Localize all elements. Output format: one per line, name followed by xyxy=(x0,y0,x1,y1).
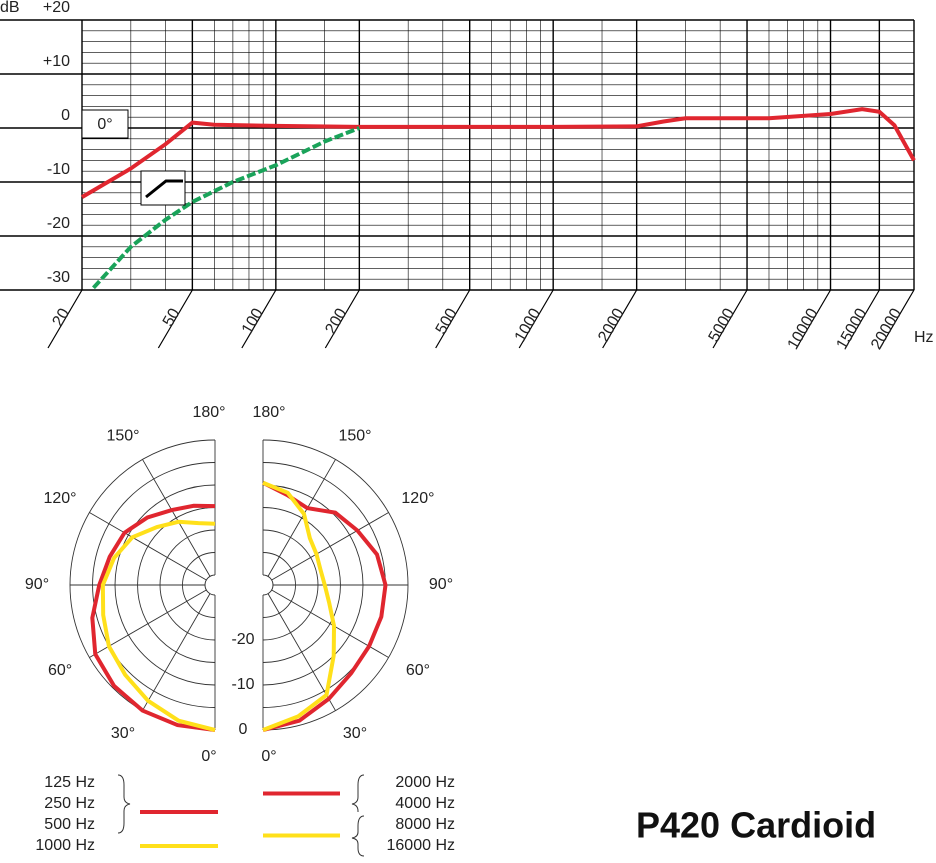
legend-label: 125 Hz xyxy=(44,774,95,791)
legend-brace xyxy=(351,815,365,857)
annotation: 0° xyxy=(97,116,112,133)
legend-label: 2000 Hz xyxy=(395,774,455,791)
legend-label: 500 Hz xyxy=(44,816,95,833)
tick-mark xyxy=(795,289,832,349)
spoke xyxy=(142,459,211,577)
tick-mark xyxy=(844,289,880,349)
polar-line xyxy=(90,503,216,732)
angle-label: 90° xyxy=(429,576,453,593)
response-line xyxy=(80,107,916,199)
x-tick-label: 100 xyxy=(239,306,267,338)
angle-label: 0° xyxy=(261,748,276,765)
x-tick-label: 15000 xyxy=(833,306,870,353)
angle-label: 60° xyxy=(48,662,72,679)
r-tick-label: 0 xyxy=(239,721,248,738)
tick-mark xyxy=(435,289,471,349)
angle-label: 120° xyxy=(401,490,434,507)
y-tick-label: +20 xyxy=(43,0,70,16)
tick-mark xyxy=(712,289,748,349)
spoke xyxy=(267,593,336,711)
angle-label: 90° xyxy=(25,576,49,593)
tick-mark xyxy=(241,289,277,349)
r-tick-label: -20 xyxy=(231,631,254,648)
tick-mark xyxy=(879,289,915,349)
y-tick-label: -30 xyxy=(47,269,70,286)
x-tick-label: 1000 xyxy=(512,306,545,345)
angle-label: 180° xyxy=(192,404,225,421)
x-tick-label: 200 xyxy=(322,306,350,338)
spoke xyxy=(271,512,389,581)
x-tick-label: 20000 xyxy=(868,306,905,353)
y-tick-label: -10 xyxy=(47,161,70,178)
x-tick-label: 2000 xyxy=(595,306,628,345)
y-tick-label: 0 xyxy=(61,107,70,124)
tick-mark xyxy=(518,289,554,349)
spoke xyxy=(267,459,336,577)
r-tick-label: -10 xyxy=(231,676,254,693)
x-tick-label: 5000 xyxy=(706,306,739,345)
tick-mark xyxy=(157,289,193,349)
spoke xyxy=(89,589,207,658)
polar-line xyxy=(262,480,337,732)
legend-brace xyxy=(351,774,365,812)
angle-label: 150° xyxy=(338,427,371,444)
filter-icon xyxy=(145,179,183,199)
x-tick-label: 20 xyxy=(49,306,73,330)
tick-mark xyxy=(47,289,83,349)
legend-label: 8000 Hz xyxy=(395,816,455,833)
center-ring xyxy=(262,574,274,596)
spoke xyxy=(142,593,211,711)
angle-label: 30° xyxy=(343,725,367,742)
filter-icon-box xyxy=(140,170,186,206)
x-axis-label: Hz xyxy=(914,329,934,346)
angle-label: 180° xyxy=(252,404,285,421)
annotation-box xyxy=(81,109,129,139)
frequency-response: -30 -20 -10 0 +10 +20 dB 20 50 100 200 500 1000 2000 5… xyxy=(0,0,934,353)
legend-brace xyxy=(117,774,131,834)
x-tick-label: 50 xyxy=(160,306,184,330)
angle-label: 120° xyxy=(43,490,76,507)
legend-label: 250 Hz xyxy=(44,795,95,812)
angle-label: 0° xyxy=(201,748,216,765)
y-tick-label: +10 xyxy=(43,53,70,70)
chart-title: P420 Cardioid xyxy=(636,805,876,846)
tick-mark xyxy=(602,289,638,349)
y-axis-label: dB xyxy=(0,0,20,16)
angle-label: 60° xyxy=(406,662,430,679)
center-ring xyxy=(204,574,216,596)
x-tick-label: 500 xyxy=(433,306,461,338)
angle-label: 30° xyxy=(111,725,135,742)
legend-label: 16000 Hz xyxy=(387,837,456,854)
polar-line xyxy=(262,480,388,732)
response-line xyxy=(92,126,361,290)
polar-pattern: 0° 30° 60° 90° 120° 150° 180° 0° 30° 60° 90° 120° 15… xyxy=(25,404,455,854)
polar-line xyxy=(100,519,216,732)
tick-mark xyxy=(324,289,360,349)
spoke xyxy=(89,512,207,581)
angle-label: 150° xyxy=(106,427,139,444)
legend-label: 4000 Hz xyxy=(395,795,455,812)
y-tick-label: -20 xyxy=(47,215,70,232)
x-tick-label: 10000 xyxy=(785,306,822,353)
legend-label: 1000 Hz xyxy=(35,837,95,854)
